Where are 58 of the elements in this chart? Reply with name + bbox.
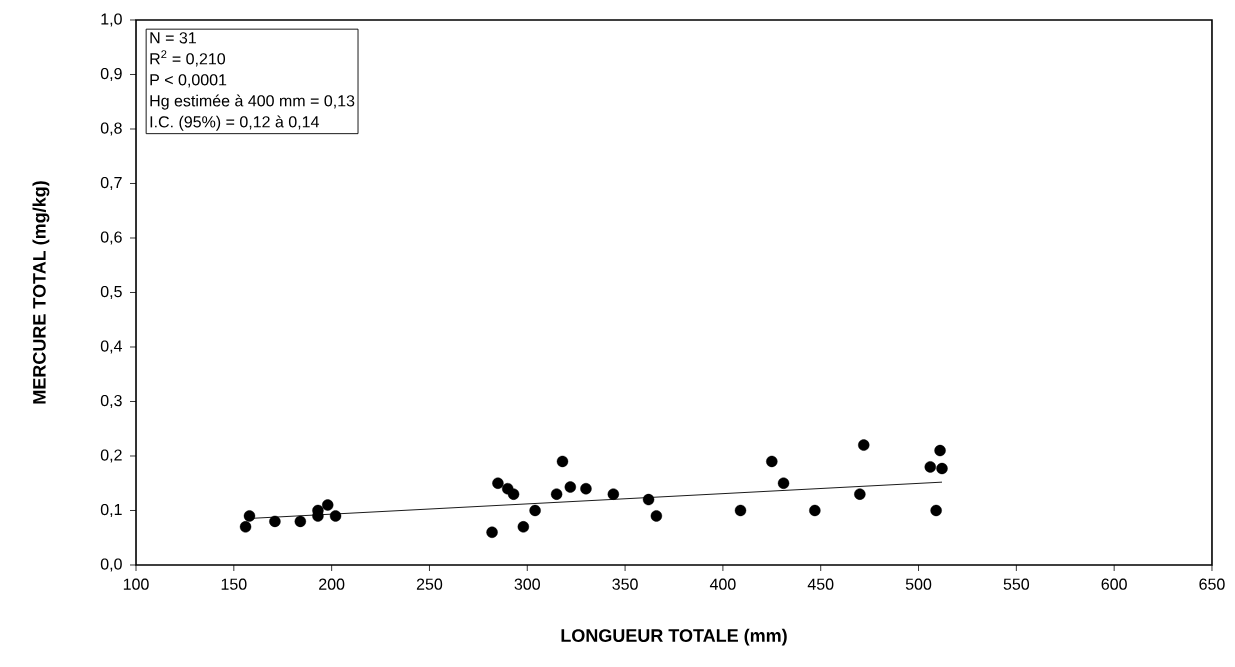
point — [486, 526, 498, 538]
point — [934, 444, 946, 457]
point — [517, 521, 530, 533]
y-tick-label: 1,0 — [101, 13, 122, 27]
y-tick-label: 0,1 — [100, 503, 122, 518]
x-tick-label: 450 — [807, 578, 834, 590]
point — [650, 510, 663, 522]
y-tick-label: 0,0 — [100, 558, 122, 572]
point — [766, 455, 778, 468]
point — [809, 504, 821, 517]
x-tick-label: 600 — [1101, 578, 1127, 590]
point — [322, 499, 334, 511]
point — [777, 477, 790, 489]
point — [930, 504, 942, 517]
y-tick-label: 0,6 — [100, 231, 122, 245]
point — [269, 515, 281, 528]
point — [492, 477, 504, 489]
x-tick-label: 400 — [709, 578, 736, 590]
annotation: Hg estimée à 400 mm = 0,13 — [150, 94, 355, 110]
point — [854, 488, 866, 500]
y-tick-label: 0,9 — [100, 67, 122, 82]
point — [924, 461, 936, 473]
x-axis-title: LONGUEUR TOTALE (mm) — [561, 628, 787, 646]
point — [550, 488, 563, 500]
annotation: N = 31 — [150, 32, 196, 44]
point — [556, 455, 569, 468]
point — [858, 439, 870, 451]
point — [243, 510, 256, 522]
point — [580, 482, 592, 495]
point — [294, 515, 307, 528]
x-tick-label: 350 — [612, 578, 638, 590]
annotation: I.C. (95%) = 0,12 à 0,14 — [150, 115, 319, 131]
x-tick-label: 200 — [319, 578, 345, 590]
point — [329, 510, 342, 522]
point — [529, 504, 541, 517]
x-tick-label: 150 — [221, 578, 247, 590]
x-tick-label: 500 — [905, 578, 932, 590]
annotation: R$^{2}$ = 0,210 — [150, 50, 226, 67]
x-tick-label: 550 — [1003, 578, 1030, 590]
y-tick-label: 0,8 — [100, 122, 122, 136]
y-tick-label: 0,4 — [100, 340, 122, 354]
point — [642, 493, 655, 506]
y-tick-label: 0,2 — [100, 449, 122, 463]
point — [564, 481, 577, 493]
x-tick-label: 650 — [1199, 578, 1225, 590]
point — [607, 488, 620, 500]
x-tick-label: 300 — [514, 578, 540, 590]
x-tick-label: 250 — [416, 578, 443, 590]
point — [507, 488, 520, 500]
point — [239, 521, 252, 533]
y-tick-label: 0,3 — [100, 394, 122, 409]
annotation: P < 0,0001 — [150, 74, 227, 88]
y-tick-label: 0,5 — [100, 285, 122, 300]
point — [734, 504, 747, 517]
y-axis-title: MERCURE TOTAL (mg/kg) — [32, 181, 50, 404]
point — [936, 462, 948, 475]
y-tick-label: 0,7 — [100, 176, 122, 191]
x-tick-label: 100 — [123, 578, 149, 590]
